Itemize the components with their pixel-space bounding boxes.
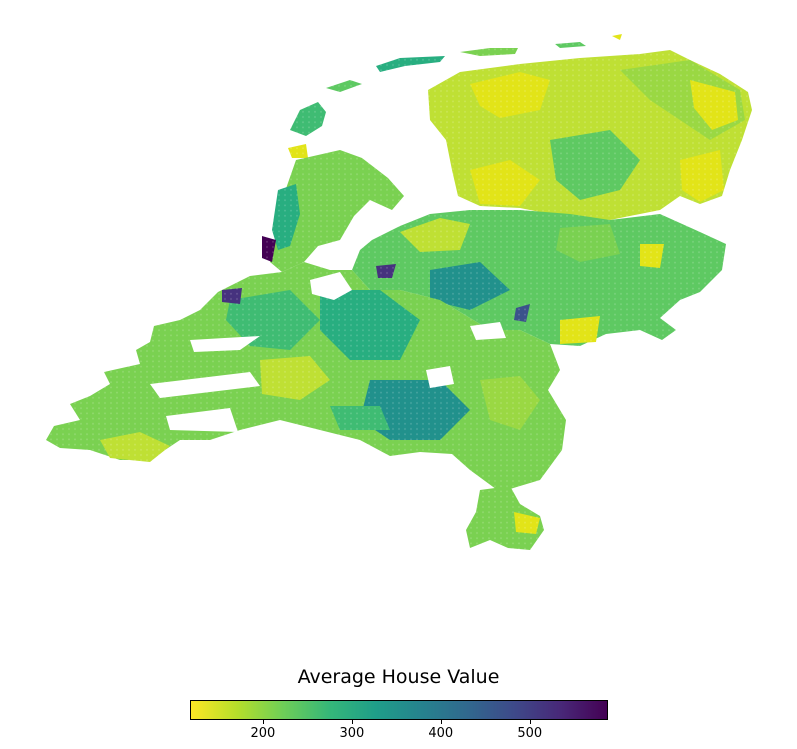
colorbar [190,700,608,720]
tick-mark [262,720,264,724]
tick-label: 400 [428,726,454,741]
tick-mark [440,720,442,724]
tick-label: 300 [339,726,365,741]
tick-label: 500 [517,726,543,741]
tick-label: 200 [250,726,276,741]
tick-mark [529,720,531,724]
legend-title: Average House Value [297,666,500,688]
tick-mark [351,720,353,724]
netherlands-map [0,0,797,640]
